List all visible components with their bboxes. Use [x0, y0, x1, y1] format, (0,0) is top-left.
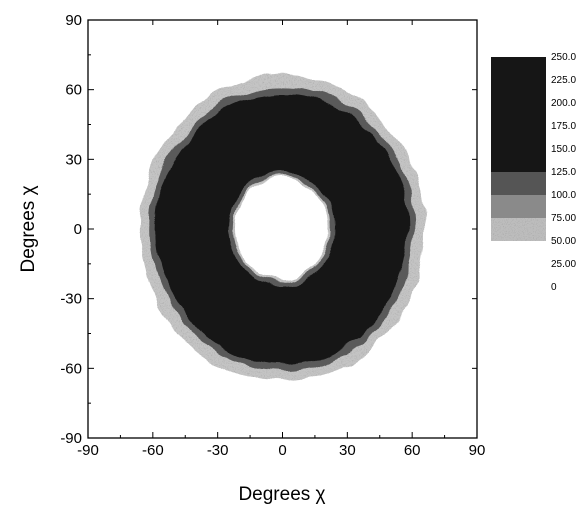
- y-tick-label: -30: [60, 291, 82, 308]
- y-axis-title: Degrees χ: [18, 185, 39, 272]
- x-tick-label: 0: [278, 442, 286, 459]
- y-tick-label: 30: [65, 151, 82, 168]
- colorbar-band: [491, 103, 546, 127]
- colorbar-label: 150.0: [551, 144, 576, 155]
- colorbar-band: [491, 241, 546, 265]
- y-tick-label: -60: [60, 360, 82, 377]
- colorbar-band: [491, 264, 546, 288]
- colorbar-label: 75.00: [551, 213, 576, 224]
- y-axis: 90 60 30 0 -30 -60 -90: [60, 12, 477, 447]
- intensity-ring: [139, 75, 426, 383]
- x-tick-label: 90: [469, 442, 486, 459]
- colorbar-label: 175.0: [551, 121, 576, 132]
- y-tick-label: 0: [74, 221, 82, 238]
- colorbar-band: [491, 195, 546, 219]
- colorbar-label: 250.0: [551, 52, 576, 63]
- colorbar-band: [491, 57, 546, 81]
- colorbar-label: 125.0: [551, 167, 576, 178]
- x-tick-label: 30: [339, 442, 356, 459]
- colorbar-label: 200.0: [551, 98, 576, 109]
- colorbar-legend: 250.0 225.0 200.0 175.0 150.0 125.0 100.0 75.00…: [491, 52, 576, 293]
- colorbar-label: 100.0: [551, 190, 576, 201]
- colorbar-band: [491, 126, 546, 150]
- ring-core: [157, 94, 408, 364]
- colorbar-band: [491, 218, 546, 242]
- y-tick-label: 90: [65, 12, 82, 29]
- colorbar-label: 25.00: [551, 259, 576, 270]
- colorbar-band: [491, 80, 546, 104]
- colorbar-label: 225.0: [551, 75, 576, 86]
- colorbar-band: [491, 172, 546, 196]
- x-tick-label: -90: [77, 442, 99, 459]
- colorbar-band: [491, 149, 546, 173]
- x-tick-label: 60: [404, 442, 421, 459]
- y-tick-label: -90: [60, 430, 82, 447]
- colorbar-label: 50.00: [551, 236, 576, 247]
- x-axis-title: Degrees χ: [238, 484, 325, 505]
- x-tick-label: -30: [207, 442, 229, 459]
- y-tick-label: 60: [65, 82, 82, 99]
- x-tick-label: -60: [142, 442, 164, 459]
- colorbar-label: 0: [551, 282, 557, 293]
- x-axis: -90 -60 -30 0 30 60 90: [77, 20, 485, 459]
